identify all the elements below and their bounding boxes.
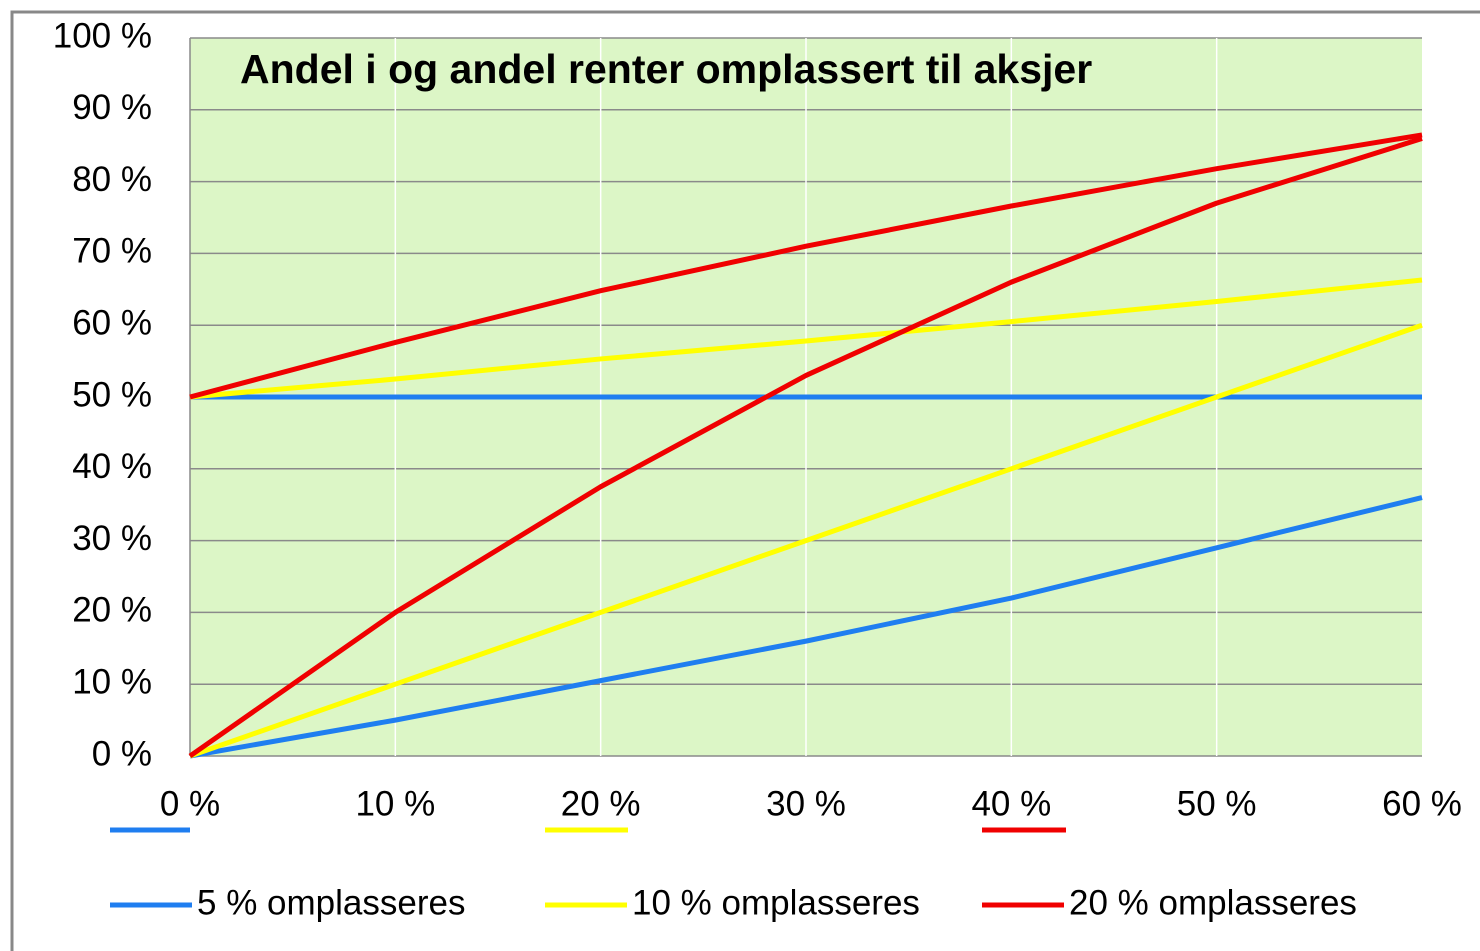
series-line bbox=[189, 277, 1423, 400]
x-tick-label: 10 % bbox=[355, 784, 435, 823]
y-tick-label: 20 % bbox=[72, 591, 152, 630]
series-line bbox=[188, 136, 1423, 759]
series-line bbox=[189, 322, 1423, 759]
y-tick-label: 30 % bbox=[72, 519, 152, 558]
x-tick-label: 60 % bbox=[1382, 784, 1462, 823]
y-tick-label: 10 % bbox=[72, 662, 152, 701]
x-tick-label: 0 % bbox=[160, 784, 220, 823]
y-tick-label: 80 % bbox=[72, 160, 152, 199]
x-tick-label: 50 % bbox=[1177, 784, 1257, 823]
series-line bbox=[189, 495, 1423, 759]
y-tick-label: 50 % bbox=[72, 375, 152, 414]
chart-title: Andel i og andel renter omplassert til a… bbox=[240, 46, 1092, 92]
x-tick-label: 20 % bbox=[561, 784, 641, 823]
y-tick-label: 100 % bbox=[53, 16, 152, 55]
y-tick-label: 60 % bbox=[72, 303, 152, 342]
x-tick-label: 30 % bbox=[766, 784, 846, 823]
y-tick-label: 90 % bbox=[72, 88, 152, 127]
x-tick-label: 40 % bbox=[971, 784, 1051, 823]
series-line bbox=[189, 132, 1423, 400]
y-tick-label: 0 % bbox=[92, 734, 152, 773]
legend-label: 5 % omplasseres bbox=[197, 883, 465, 922]
y-tick-label: 70 % bbox=[72, 232, 152, 271]
legend-label: 20 % omplasseres bbox=[1069, 883, 1357, 922]
y-tick-label: 40 % bbox=[72, 447, 152, 486]
legend-label: 10 % omplasseres bbox=[632, 883, 920, 922]
